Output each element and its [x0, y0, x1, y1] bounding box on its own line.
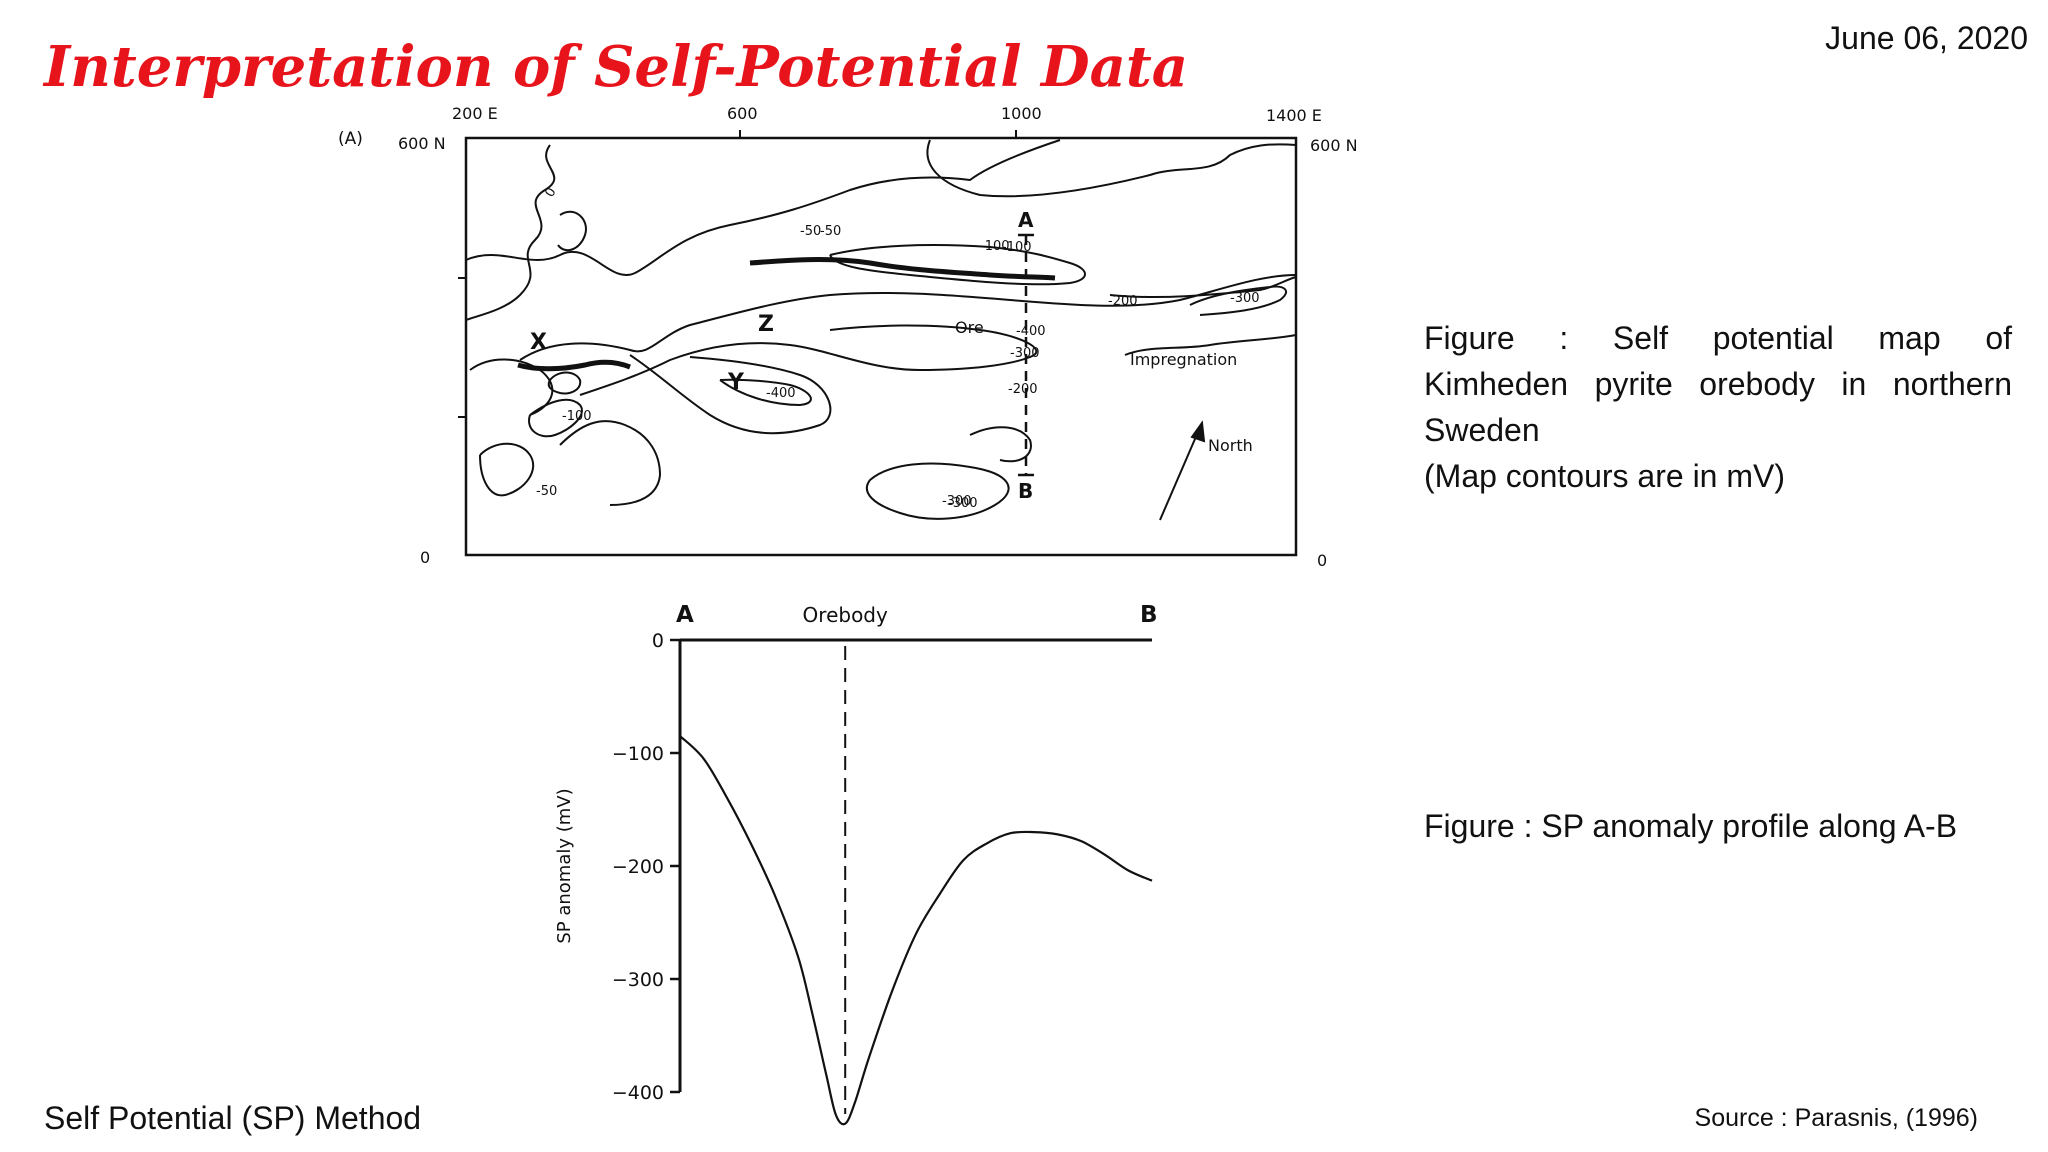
map-x-label-200e: 200 E: [452, 104, 498, 123]
point-z: Z: [758, 312, 774, 337]
contour-label: -50: [820, 224, 841, 239]
contour-label: -300: [1010, 346, 1040, 361]
point-x: X: [530, 330, 547, 355]
slide-title: Interpretation of Self-Potential Data: [44, 34, 1189, 100]
contour-labels: 0 -50 -100 -200 -300 -400 -50 -100 -400 …: [536, 185, 1260, 511]
contour-label: 0: [542, 185, 559, 200]
map-caption-units: (Map contours are in mV): [1424, 458, 1786, 494]
y-tick-label: −100: [612, 743, 664, 765]
ore-label: Ore: [955, 318, 984, 337]
sp-profile-line: [679, 735, 1153, 1126]
x-label-orebody: Orebody: [803, 603, 888, 627]
y-tick-label: −200: [612, 856, 664, 878]
contour-label: -200: [1108, 294, 1138, 309]
contour-label: -300: [1230, 291, 1260, 306]
map-y-label-top-right: 600 N: [1310, 136, 1358, 155]
section-point-a: A: [1018, 208, 1034, 232]
map-y-label-bottom-left: 0: [420, 548, 430, 567]
point-y: Y: [727, 370, 745, 395]
contour-label: -100: [1002, 240, 1032, 255]
y-tick-label: −300: [612, 969, 664, 991]
contour-label: -300: [942, 494, 972, 509]
impregnation-label: Impregnation: [1130, 350, 1237, 369]
ore-zones: [517, 257, 1056, 372]
contour-label: -300: [948, 496, 978, 511]
contour-label: -200: [1008, 382, 1038, 397]
map-caption-rest: Kimheden pyrite orebody in northern Swed…: [1424, 366, 2012, 448]
map-x-label-1000: 1000: [1001, 104, 1042, 123]
contour-label: -100: [980, 239, 1010, 254]
sp-contour-map: (A) 200 E 600 1000 1400 E 600 N 600 N 0 …: [338, 104, 1358, 570]
map-contours: [465, 139, 1297, 520]
map-x-label-1400e: 1400 E: [1266, 106, 1322, 125]
slide-date: June 06, 2020: [1825, 20, 2028, 56]
section-point-b: B: [1018, 479, 1033, 503]
source-citation: Source : Parasnis, (1996): [1694, 1104, 1978, 1132]
y-tick-label: −400: [612, 1082, 664, 1104]
y-axis-title: SP anomaly (mV): [554, 788, 575, 943]
section-line-ab: [1018, 233, 1034, 477]
footer-method: Self Potential (SP) Method: [44, 1100, 422, 1136]
map-y-label-bottom-right: 0: [1317, 551, 1327, 570]
sp-profile-chart: 0 −100 −200 −300 −400 SP anomaly (mV) A Orebody…: [554, 602, 1158, 1126]
map-caption: Figure : Self potential map of Kimheden …: [1424, 315, 2012, 499]
map-x-label-600: 600: [727, 104, 758, 123]
north-label: North: [1208, 436, 1253, 455]
contour-label: -50: [800, 224, 821, 239]
map-y-label-top-left: 600 N: [398, 134, 446, 153]
map-frame: [464, 136, 1298, 557]
north-arrow-icon: [1159, 420, 1206, 521]
contour-label: -50: [536, 484, 557, 499]
contour-label: -400: [1016, 324, 1046, 339]
y-tick-label: 0: [652, 630, 664, 652]
contour-label: -100: [562, 409, 592, 424]
x-label-a: A: [676, 602, 694, 628]
map-caption-line1: Figure : Self potential map of: [1424, 320, 2012, 356]
profile-caption: Figure : SP anomaly profile along A-B: [1424, 808, 1958, 844]
map-panel-label: (A): [338, 129, 363, 149]
contour-label: -400: [766, 386, 796, 401]
x-label-b: B: [1140, 602, 1158, 628]
